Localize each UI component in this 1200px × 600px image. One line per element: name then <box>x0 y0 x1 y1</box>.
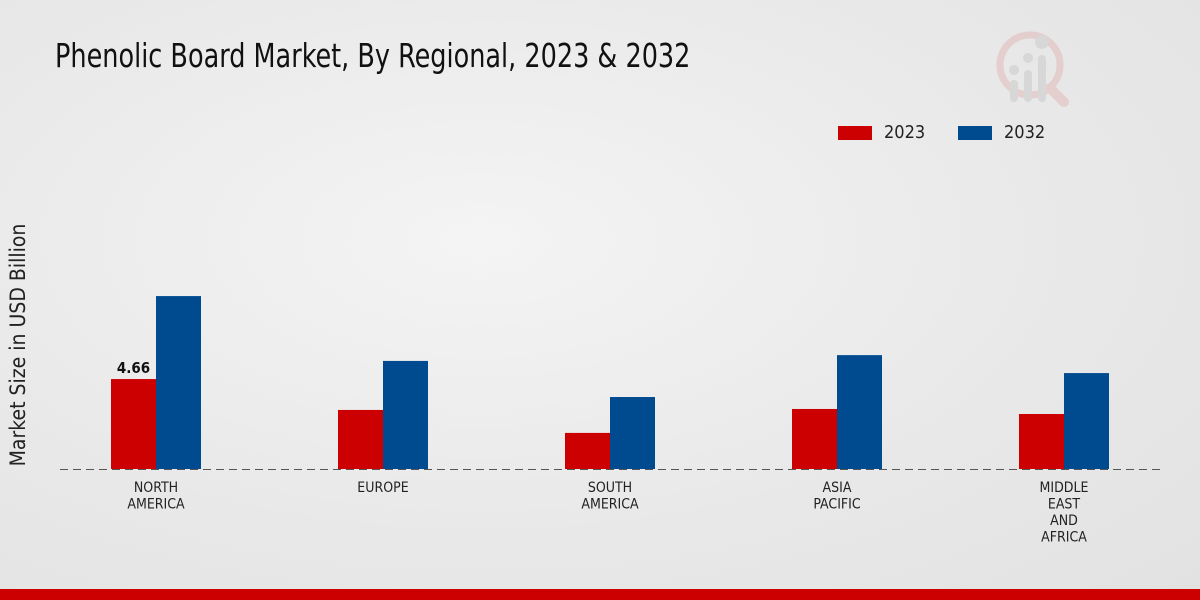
legend-swatch-2032 <box>958 125 992 140</box>
legend-label-2032: 2032 <box>1004 122 1046 143</box>
bar-2032-south-america <box>610 397 655 469</box>
bar-2032-asia-pacific <box>837 355 882 469</box>
legend-label-2023: 2023 <box>884 122 926 143</box>
data-label: 4.66 <box>117 359 150 377</box>
x-tick-label: NORTH AMERICA <box>127 480 185 513</box>
bar-2023-europe <box>338 409 383 469</box>
bar-2023-south-america <box>565 432 610 469</box>
x-tick-label: EUROPE <box>357 480 408 496</box>
bar-2023-middle-east-and-africa <box>1019 413 1064 469</box>
bar-2032-middle-east-and-africa <box>1064 373 1109 469</box>
legend-item-2032: 2032 <box>958 122 1045 143</box>
chart-title: Phenolic Board Market, By Regional, 2023… <box>55 36 691 75</box>
x-tick-label: SOUTH AMERICA <box>581 480 639 513</box>
x-tick-label: ASIA PACIFIC <box>813 480 861 513</box>
logo-watermark <box>996 31 1069 107</box>
x-tick-label: MIDDLE EAST AND AFRICA <box>1040 480 1089 546</box>
bar-2032-europe <box>383 360 428 469</box>
legend-swatch-2023 <box>838 125 872 140</box>
bar-2032-north-america <box>156 296 201 469</box>
bottom-accent-bar <box>0 589 1200 600</box>
bar-2023-asia-pacific <box>792 408 837 469</box>
bar-2023-north-america <box>111 379 156 469</box>
legend-item-2023: 2023 <box>838 122 925 143</box>
